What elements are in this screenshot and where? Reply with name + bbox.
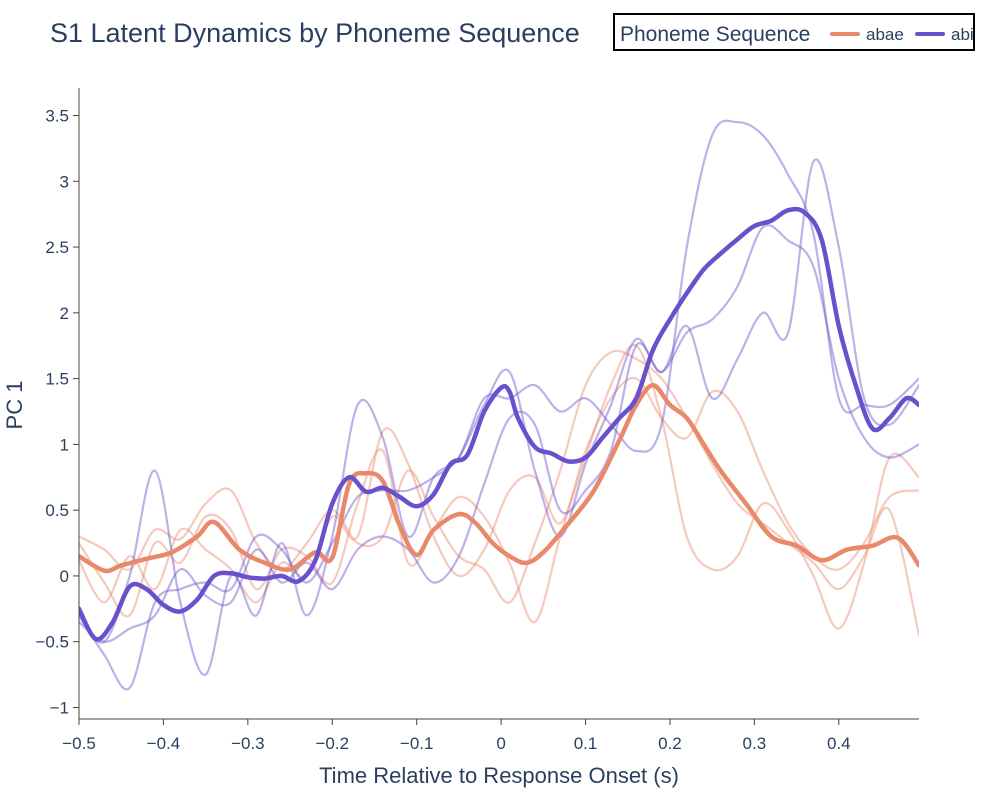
x-tick-label: 0.3 [743,734,767,753]
chart-title: S1 Latent Dynamics by Phoneme Sequence [50,18,580,48]
legend-label-abae: abae [866,25,904,44]
x-axis-ticks: −0.5 −0.4 −0.3 −0.2 −0.1 0 0.1 0.2 0.3 0.4 [62,719,851,753]
x-tick-label: −0.4 [147,734,181,753]
x-axis-title: Time Relative to Response Onset (s) [319,763,679,788]
legend-swatch-abae [830,31,860,36]
y-tick-label: 0 [60,567,69,586]
series-line-abi-trial-6 [79,119,919,676]
legend: Phoneme Sequence abae abi [613,13,975,51]
y-tick-label: −1 [50,699,69,718]
legend-item-abi[interactable]: abi [915,25,974,45]
x-tick-label: −0.2 [315,734,349,753]
y-tick-label: 3 [60,172,69,191]
y-axis-ticks: 3.5 3 2.5 2 1.5 1 0.5 0 −0.5 −1 [35,107,79,718]
series-line-abi-trial-5 [79,158,919,691]
legend-item-abae[interactable]: abae [830,25,904,45]
x-tick-label: 0.4 [827,734,851,753]
legend-label-abi: abi [951,25,974,44]
series-line-abae-trial-3 [79,343,919,630]
x-tick-label: 0.1 [574,734,598,753]
plot-area [79,119,919,691]
legend-swatch-abi [915,31,945,36]
y-tick-label: 2 [60,304,69,323]
series-line-abi-trial-7 [79,224,919,643]
x-tick-label: 0.2 [658,734,682,753]
y-tick-label: −0.5 [35,633,69,652]
y-tick-label: 1 [60,435,69,454]
x-tick-label: 0 [496,734,505,753]
legend-title: Phoneme Sequence [620,23,811,46]
y-tick-label: 1.5 [45,370,69,389]
y-tick-label: 2.5 [45,238,69,257]
series-line-abae-trial-1 [79,376,919,604]
y-tick-label: 0.5 [45,501,69,520]
series-line-abae-mean-0 [79,382,919,574]
y-tick-label: 3.5 [45,107,69,126]
x-tick-label: −0.1 [400,734,434,753]
x-tick-label: −0.5 [62,734,96,753]
x-tick-label: −0.3 [231,734,265,753]
y-axis-title: PC 1 [2,381,27,430]
series-line-abi-mean-4 [79,206,919,642]
